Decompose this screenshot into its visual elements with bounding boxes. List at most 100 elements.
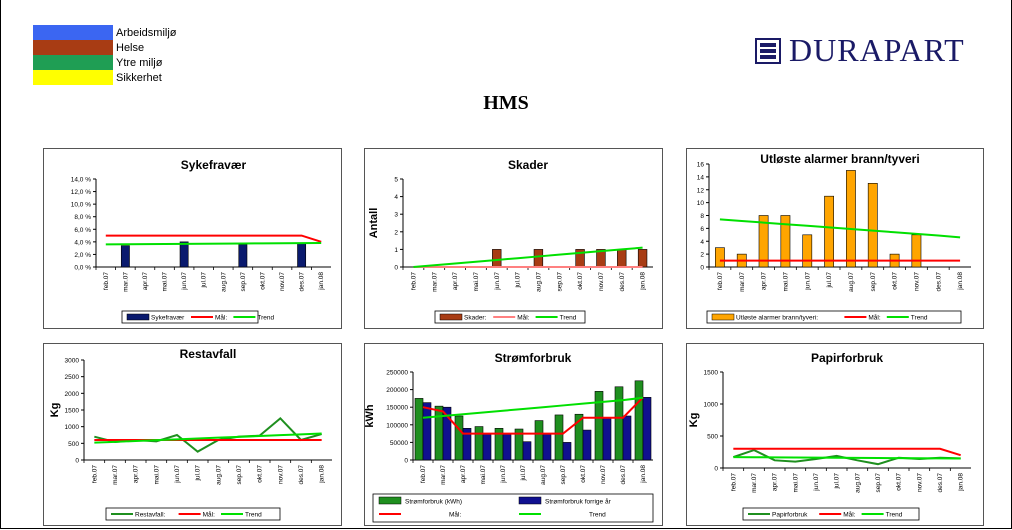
- legend-item-helse: Helse: [33, 40, 144, 55]
- legend-swatch: [33, 70, 113, 85]
- x-tick-label: mai.07: [782, 272, 789, 292]
- legend-swatch: [33, 25, 113, 40]
- legend-label: Strømforbruk forrige år: [545, 498, 612, 506]
- chart-restavfall-svg: Restavfall Kg 0 500 1000 1500 2000 2500 3000 feb.…: [49, 347, 332, 521]
- x-tick-label: jan.08: [640, 272, 647, 291]
- chart-legend: Sykefravær Mål: Trend: [121, 310, 275, 324]
- y-tick-label: 2000: [65, 391, 80, 398]
- chart-legend-box: [121, 310, 259, 324]
- bar-stromforbruk: [414, 398, 424, 461]
- bar-stromforbruk: [622, 415, 632, 461]
- x-tick-label: jan.08: [958, 473, 965, 492]
- x-tick-label: mar.07: [440, 465, 447, 485]
- legend-swatch: [33, 40, 113, 55]
- bar-alarmer: [867, 183, 878, 268]
- y-tick-label: 2: [700, 252, 704, 259]
- x-tick-label: mar.07: [751, 473, 758, 493]
- series-line-trend: [719, 218, 961, 239]
- bar-sykefravaer: [297, 242, 307, 268]
- y-axis-label: Kg: [688, 413, 700, 428]
- chart-title: Papirforbruk: [811, 351, 883, 365]
- legend-item-ytre-miljo: Ytre miljø: [33, 55, 162, 70]
- x-tick-label: mai.07: [162, 272, 169, 292]
- x-tick-label: feb.07: [730, 473, 737, 491]
- y-tick-label: 8,0 %: [74, 214, 91, 221]
- series-line-trend: [105, 241, 322, 246]
- x-tick-label: sep.07: [560, 465, 567, 485]
- bar-skader: [617, 249, 627, 268]
- legend-label: Trend: [560, 315, 577, 322]
- x-tick-label: okt.07: [257, 465, 264, 483]
- legend-swatch: [126, 313, 150, 321]
- x-tick-label: des.07: [298, 465, 305, 485]
- legend-label: Arbeidsmiljø: [116, 26, 177, 39]
- bar-stromforbruk: [454, 415, 464, 461]
- x-tick-label: jul.07: [826, 272, 833, 289]
- x-tick-label: feb.07: [410, 272, 417, 290]
- y-tick-label: 3: [394, 212, 398, 219]
- y-tick-label: 0: [714, 466, 718, 473]
- bar-alarmer: [758, 215, 769, 268]
- bar-stromforbruk: [422, 402, 432, 461]
- x-tick-label: des.07: [299, 272, 306, 292]
- bar-skader: [492, 249, 502, 268]
- x-tick-label: mai.07: [473, 272, 480, 292]
- legend-swatch: [439, 313, 463, 321]
- chart-papirforbruk: Papirforbruk Kg 0 500 1000 1500 feb.07 mar.07 ap…: [686, 343, 984, 526]
- x-tick-label: aug.07: [854, 473, 861, 493]
- legend-label: Helse: [116, 41, 145, 54]
- x-tick-label: des.07: [619, 272, 626, 292]
- y-axis-label: Antall: [368, 208, 380, 239]
- bar-alarmer: [824, 195, 834, 268]
- x-tick-label: jan.08: [957, 272, 964, 291]
- legend-label: Trend: [911, 315, 928, 322]
- durapart-logo: DURAPART: [755, 32, 965, 69]
- y-tick-label: 500: [707, 434, 718, 441]
- x-tick-label: mar.07: [112, 465, 119, 485]
- legend-label: Mål:: [215, 314, 227, 322]
- legend-label: Ytre miljø: [116, 56, 163, 69]
- x-tick-label: mar.07: [431, 272, 438, 292]
- y-axis-label: kWh: [365, 404, 376, 428]
- x-tick-label: okt.07: [892, 272, 899, 290]
- page-title: HMS: [483, 92, 529, 114]
- x-tick-label: apr.07: [761, 272, 768, 290]
- bar-sykefravaer: [238, 244, 248, 268]
- bar-stromforbruk: [502, 433, 512, 461]
- x-tick-label: apr.07: [133, 465, 140, 483]
- x-tick-label: mar.07: [739, 272, 746, 292]
- x-tick-label: nov.07: [913, 272, 920, 291]
- x-tick-label: aug.07: [540, 465, 547, 485]
- x-tick-label: mai.07: [480, 465, 487, 485]
- x-tick-label: nov.07: [600, 465, 607, 484]
- legend-label: Sykefravær: [151, 315, 185, 322]
- bar-stromforbruk: [542, 433, 552, 461]
- bar-stromforbruk: [614, 386, 624, 461]
- chart-alarmer-svg: Utløste alarmer brann/tyveri 0 2 4 6 8 10 12 14 1…: [697, 152, 971, 324]
- legend-label: Sikkerhet: [116, 71, 162, 84]
- x-tick-label: mar.07: [122, 272, 129, 292]
- y-tick-label: 8: [700, 213, 704, 220]
- x-tick-label: nov.07: [916, 473, 923, 492]
- x-tick-label: jul.07: [520, 465, 527, 482]
- y-tick-label: 1: [394, 247, 398, 254]
- x-tick-label: aug.07: [848, 272, 855, 292]
- chart-skader-svg: Skader Antall 0 1 2 3 4 5 feb.07 mar.07 apr.07 mai.…: [368, 158, 653, 324]
- bar-skader: [533, 249, 544, 268]
- x-tick-label: okt.07: [580, 465, 587, 483]
- y-tick-label: 3000: [65, 358, 80, 365]
- bar-stromforbruk: [522, 441, 532, 461]
- series-line-trend: [422, 396, 644, 419]
- bar-stromforbruk: [442, 406, 452, 461]
- x-tick-label: jan.08: [318, 272, 325, 291]
- chart-legend: Skader: Mål: Trend: [434, 310, 586, 324]
- legend-swatch: [711, 313, 735, 321]
- y-tick-label: 500: [68, 441, 79, 448]
- y-tick-label: 6: [700, 226, 704, 233]
- chart-restavfall: Restavfall Kg 0 500 1000 1500 2000 2500 3000 feb.…: [43, 343, 342, 526]
- x-tick-label: jun.07: [813, 473, 820, 492]
- x-tick-label: feb.07: [91, 465, 98, 483]
- legend-label: Strømforbruk (kWh): [405, 499, 462, 506]
- y-tick-label: 0: [394, 265, 398, 272]
- bar-alarmer: [846, 170, 856, 268]
